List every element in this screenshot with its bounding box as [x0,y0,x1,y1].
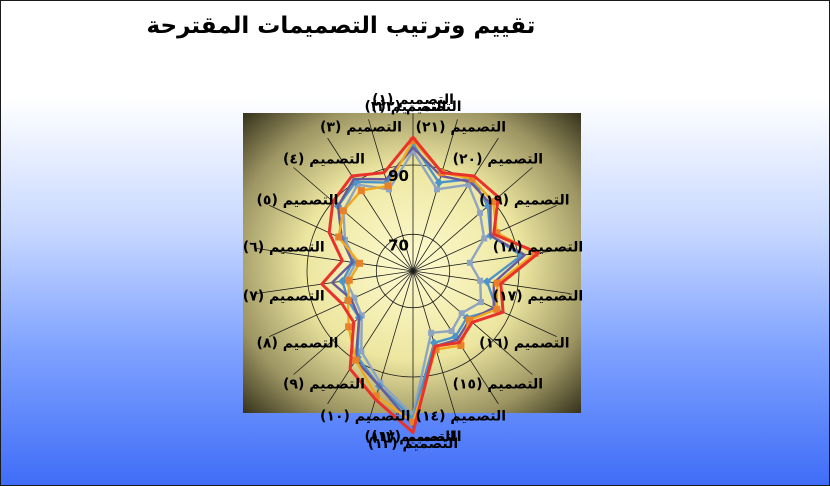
radar-axis-label: التصميم (١٩) [479,193,569,209]
radar-point [448,328,455,334]
radar-axis-label: التصميم (١٣) [371,429,461,445]
radar-axis-label: التصميم (٢٢) [371,99,461,115]
radar-axis-label: التصميم (١٦) [479,336,569,352]
radar-point [352,356,360,364]
radar-point [358,348,365,355]
radar-point [477,277,484,284]
radar-point [358,312,365,319]
radar-axis-label: التصميم (٨) [257,336,339,352]
radar-axis-label: التصميم (٢) [365,99,447,115]
radar-point [409,137,417,145]
radar-point [409,418,417,426]
radar-point [477,209,483,216]
radar-spoke [293,167,414,272]
radar-point [338,276,347,286]
radar-point [344,297,352,305]
radar-spoke [412,270,570,294]
radar-point [466,316,473,324]
radar-spoke [412,137,499,272]
radar-point [434,186,440,193]
radar-series [320,135,540,434]
radar-point [357,187,365,195]
radar-series-1 [320,135,540,434]
radar-axis-label: التصميم (١٢) [368,436,458,452]
radar-point [339,207,347,215]
radar-axis-label: التصميم (١٠) [320,409,410,425]
radar-axis-label: التصميم (٢١) [416,119,506,135]
radar-point [468,175,476,183]
radar-axis-label: التصميم (٦) [243,240,325,256]
radar-point [458,310,465,317]
radar-point [432,345,440,353]
radar-axis-label: التصميم (١٨) [493,240,583,256]
radar-point [493,279,501,287]
radar-point [377,379,384,386]
radar-point [384,182,392,190]
radar-spoke [327,137,414,272]
radar-labels: 70 90 التصميم (١)التصميم (٢٢) التصميم (٢١) ا… [243,92,583,452]
radar-point [428,329,435,336]
radar-point [493,229,501,237]
radar-axis-label: التصميم (٣) [320,119,402,135]
radar-axis-label: التصميم (٢٠) [453,151,543,167]
radar-ring [306,164,520,378]
radar-scale-label: 90 [388,167,409,185]
radar-spoke [412,248,570,272]
radar-axis-label: التصميم (١٤) [416,409,506,425]
radar-point [457,342,465,350]
radar-spoke [256,270,414,294]
radar-spoke [412,119,458,272]
radar-series-line [320,135,540,434]
radar-spoke [256,248,414,272]
radar-ring [375,233,451,309]
radar-axis-label: التصميم (٩) [283,377,365,393]
radar-point [466,259,473,266]
radar-point [335,233,343,241]
radar-point [493,305,501,313]
radar-point [345,276,353,284]
slide-title: تقييم وترتيب التصميمات المقترحة [146,13,536,39]
radar-axis-label: التصميم (١١) [365,429,455,445]
radar-point [489,198,497,206]
radar-axis-label: التصميم (٤) [283,151,365,167]
radar-point [465,181,472,188]
radar-point [342,236,348,243]
radar-spoke [368,119,414,272]
radar-point [531,249,539,257]
radar-point [410,148,416,155]
radar-point [351,294,358,301]
radar-point [482,277,492,286]
radar-spoke [412,270,557,337]
radar-spoke [327,270,414,405]
radar-point [372,392,380,400]
radar-axis-label: التصميم (١٥) [453,377,543,393]
radar-point [434,178,444,187]
radar-axis-label: التصميم (١٧) [493,289,583,305]
radar-axis-label: التصميم (٥) [257,193,339,209]
radar-axis-label: التصميم (١) [372,92,454,108]
radar-point [345,323,353,331]
radar-point [481,235,488,242]
radar-point [356,259,363,267]
radar-point [478,299,484,306]
radar-spoke [412,167,533,272]
radar-point [354,181,361,188]
radar-scale-label: 70 [388,236,409,254]
radar-axis-label: التصميم (٧) [243,289,325,305]
